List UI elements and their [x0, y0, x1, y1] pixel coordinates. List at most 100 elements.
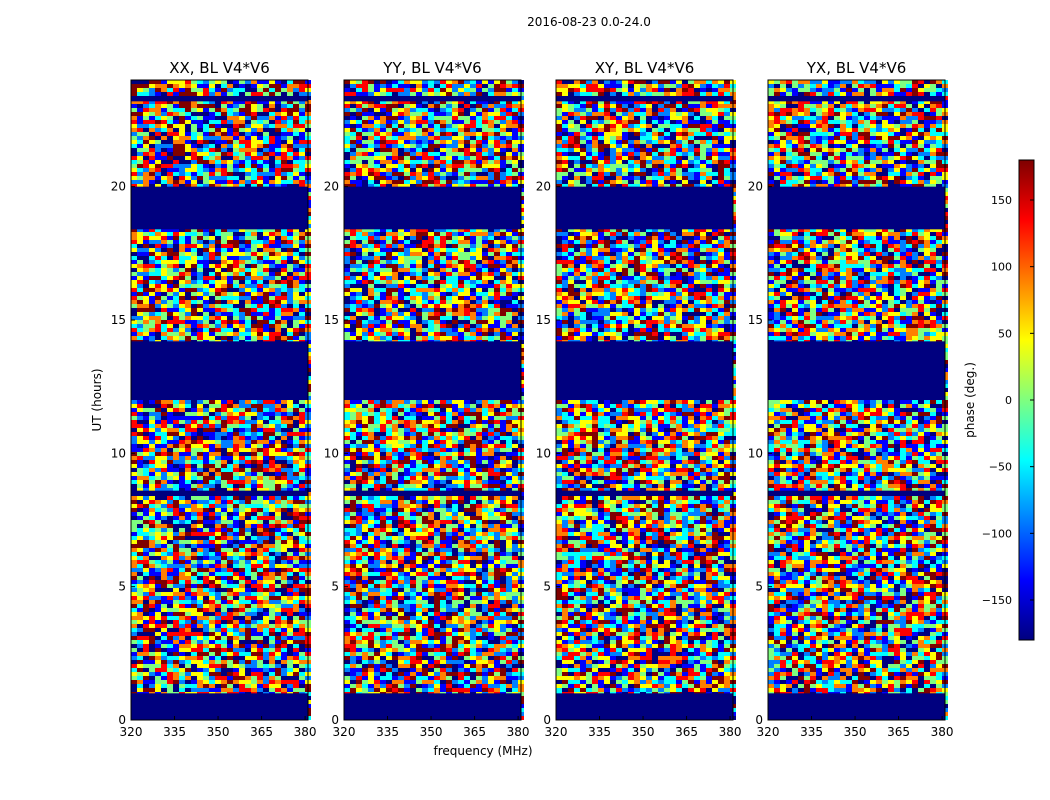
heatmap-cell	[149, 460, 155, 464]
heatmap-cell	[179, 468, 185, 472]
heatmap-cell	[155, 588, 161, 592]
heatmap-cell	[149, 320, 155, 324]
heatmap-cell	[227, 140, 233, 144]
heatmap-cell	[191, 636, 197, 640]
heatmap-cell	[179, 420, 185, 424]
heatmap-cell	[275, 228, 281, 232]
heatmap-cell	[287, 540, 293, 544]
heatmap-cell	[167, 136, 173, 140]
heatmap-cell	[269, 688, 275, 692]
heatmap-cell	[257, 436, 263, 440]
heatmap-cell	[233, 312, 239, 316]
heatmap-cell	[137, 652, 143, 656]
heatmap-cell	[245, 240, 251, 244]
heatmap-cell	[155, 560, 161, 564]
heatmap-cell	[185, 568, 191, 572]
heatmap-cell	[233, 260, 239, 264]
heatmap-cell	[185, 308, 191, 312]
heatmap-cell	[227, 92, 233, 96]
heatmap-cell	[245, 640, 251, 644]
heatmap-cell	[281, 664, 287, 668]
heatmap-cell	[173, 228, 179, 232]
heatmap-cell	[155, 180, 161, 184]
heatmap-cell	[215, 428, 221, 432]
heatmap-cell	[191, 328, 197, 332]
heatmap-cell	[155, 680, 161, 684]
heatmap-cell	[191, 584, 197, 588]
heatmap-cell	[287, 656, 293, 660]
heatmap-cell	[167, 280, 173, 284]
heatmap-cell	[287, 184, 293, 188]
heatmap-cell	[299, 484, 305, 488]
heatmap-cell	[293, 132, 299, 136]
heatmap-cell	[179, 524, 185, 528]
heatmap-cell	[167, 144, 173, 148]
heatmap-cell	[197, 532, 203, 536]
heatmap-cell	[299, 560, 305, 564]
heatmap-cell	[161, 284, 167, 288]
heatmap-cell	[251, 504, 257, 508]
heatmap-cell	[374, 88, 380, 92]
heatmap-cell	[245, 272, 251, 276]
heatmap-cell	[167, 116, 173, 120]
heatmap-cell	[185, 276, 191, 280]
heatmap-cell	[203, 432, 209, 436]
heatmap-cell	[161, 460, 167, 464]
heatmap-cell	[287, 336, 293, 340]
heatmap-cell	[143, 548, 149, 552]
heatmap-cell	[215, 260, 221, 264]
heatmap-cell	[149, 640, 155, 644]
heatmap-cell	[185, 440, 191, 444]
heatmap-cell	[185, 268, 191, 272]
heatmap-cell	[281, 428, 287, 432]
heatmap-cell	[137, 440, 143, 444]
heatmap-cell	[179, 124, 185, 128]
heatmap-cell	[197, 628, 203, 632]
heatmap-cell	[233, 660, 239, 664]
heatmap-cell	[221, 548, 227, 552]
heatmap-cell	[233, 536, 239, 540]
heatmap-cell	[203, 468, 209, 472]
heatmap-cell	[293, 228, 299, 232]
heatmap-cell	[269, 84, 275, 88]
heatmap-cell	[167, 640, 173, 644]
heatmap-cell	[275, 620, 281, 624]
heatmap-cell	[263, 604, 269, 608]
heatmap-cell	[191, 472, 197, 476]
heatmap-cell	[275, 564, 281, 568]
heatmap-cell	[269, 464, 275, 468]
heatmap-cell	[245, 560, 251, 564]
heatmap-cell	[281, 640, 287, 644]
heatmap-cell	[239, 132, 245, 136]
heatmap-cell	[404, 100, 410, 104]
heatmap-cell	[239, 616, 245, 620]
heatmap-cell	[251, 632, 257, 636]
heatmap-cell	[281, 540, 287, 544]
heatmap-cell	[281, 288, 287, 292]
heatmap-cell	[227, 164, 233, 168]
heatmap-cell	[215, 540, 221, 544]
heatmap-cell	[197, 308, 203, 312]
heatmap-cell	[137, 588, 143, 592]
heatmap-cell	[143, 564, 149, 568]
heatmap-cell	[167, 636, 173, 640]
heatmap-cell	[167, 256, 173, 260]
heatmap-cell	[185, 672, 191, 676]
heatmap-cell	[191, 668, 197, 672]
heatmap-cell	[203, 268, 209, 272]
heatmap-cell	[233, 552, 239, 556]
heatmap-cell	[179, 444, 185, 448]
heatmap-cell	[197, 548, 203, 552]
heatmap-cell	[155, 428, 161, 432]
heatmap-cell	[161, 552, 167, 556]
heatmap-cell	[137, 544, 143, 548]
heatmap-cell	[299, 480, 305, 484]
heatmap-cell	[191, 568, 197, 572]
heatmap-cell	[167, 520, 173, 524]
heatmap-cell	[245, 668, 251, 672]
heatmap-cell	[185, 640, 191, 644]
heatmap-cell	[161, 452, 167, 456]
heatmap-cell	[215, 660, 221, 664]
heatmap-cell	[257, 152, 263, 156]
heatmap-cell	[131, 504, 137, 508]
